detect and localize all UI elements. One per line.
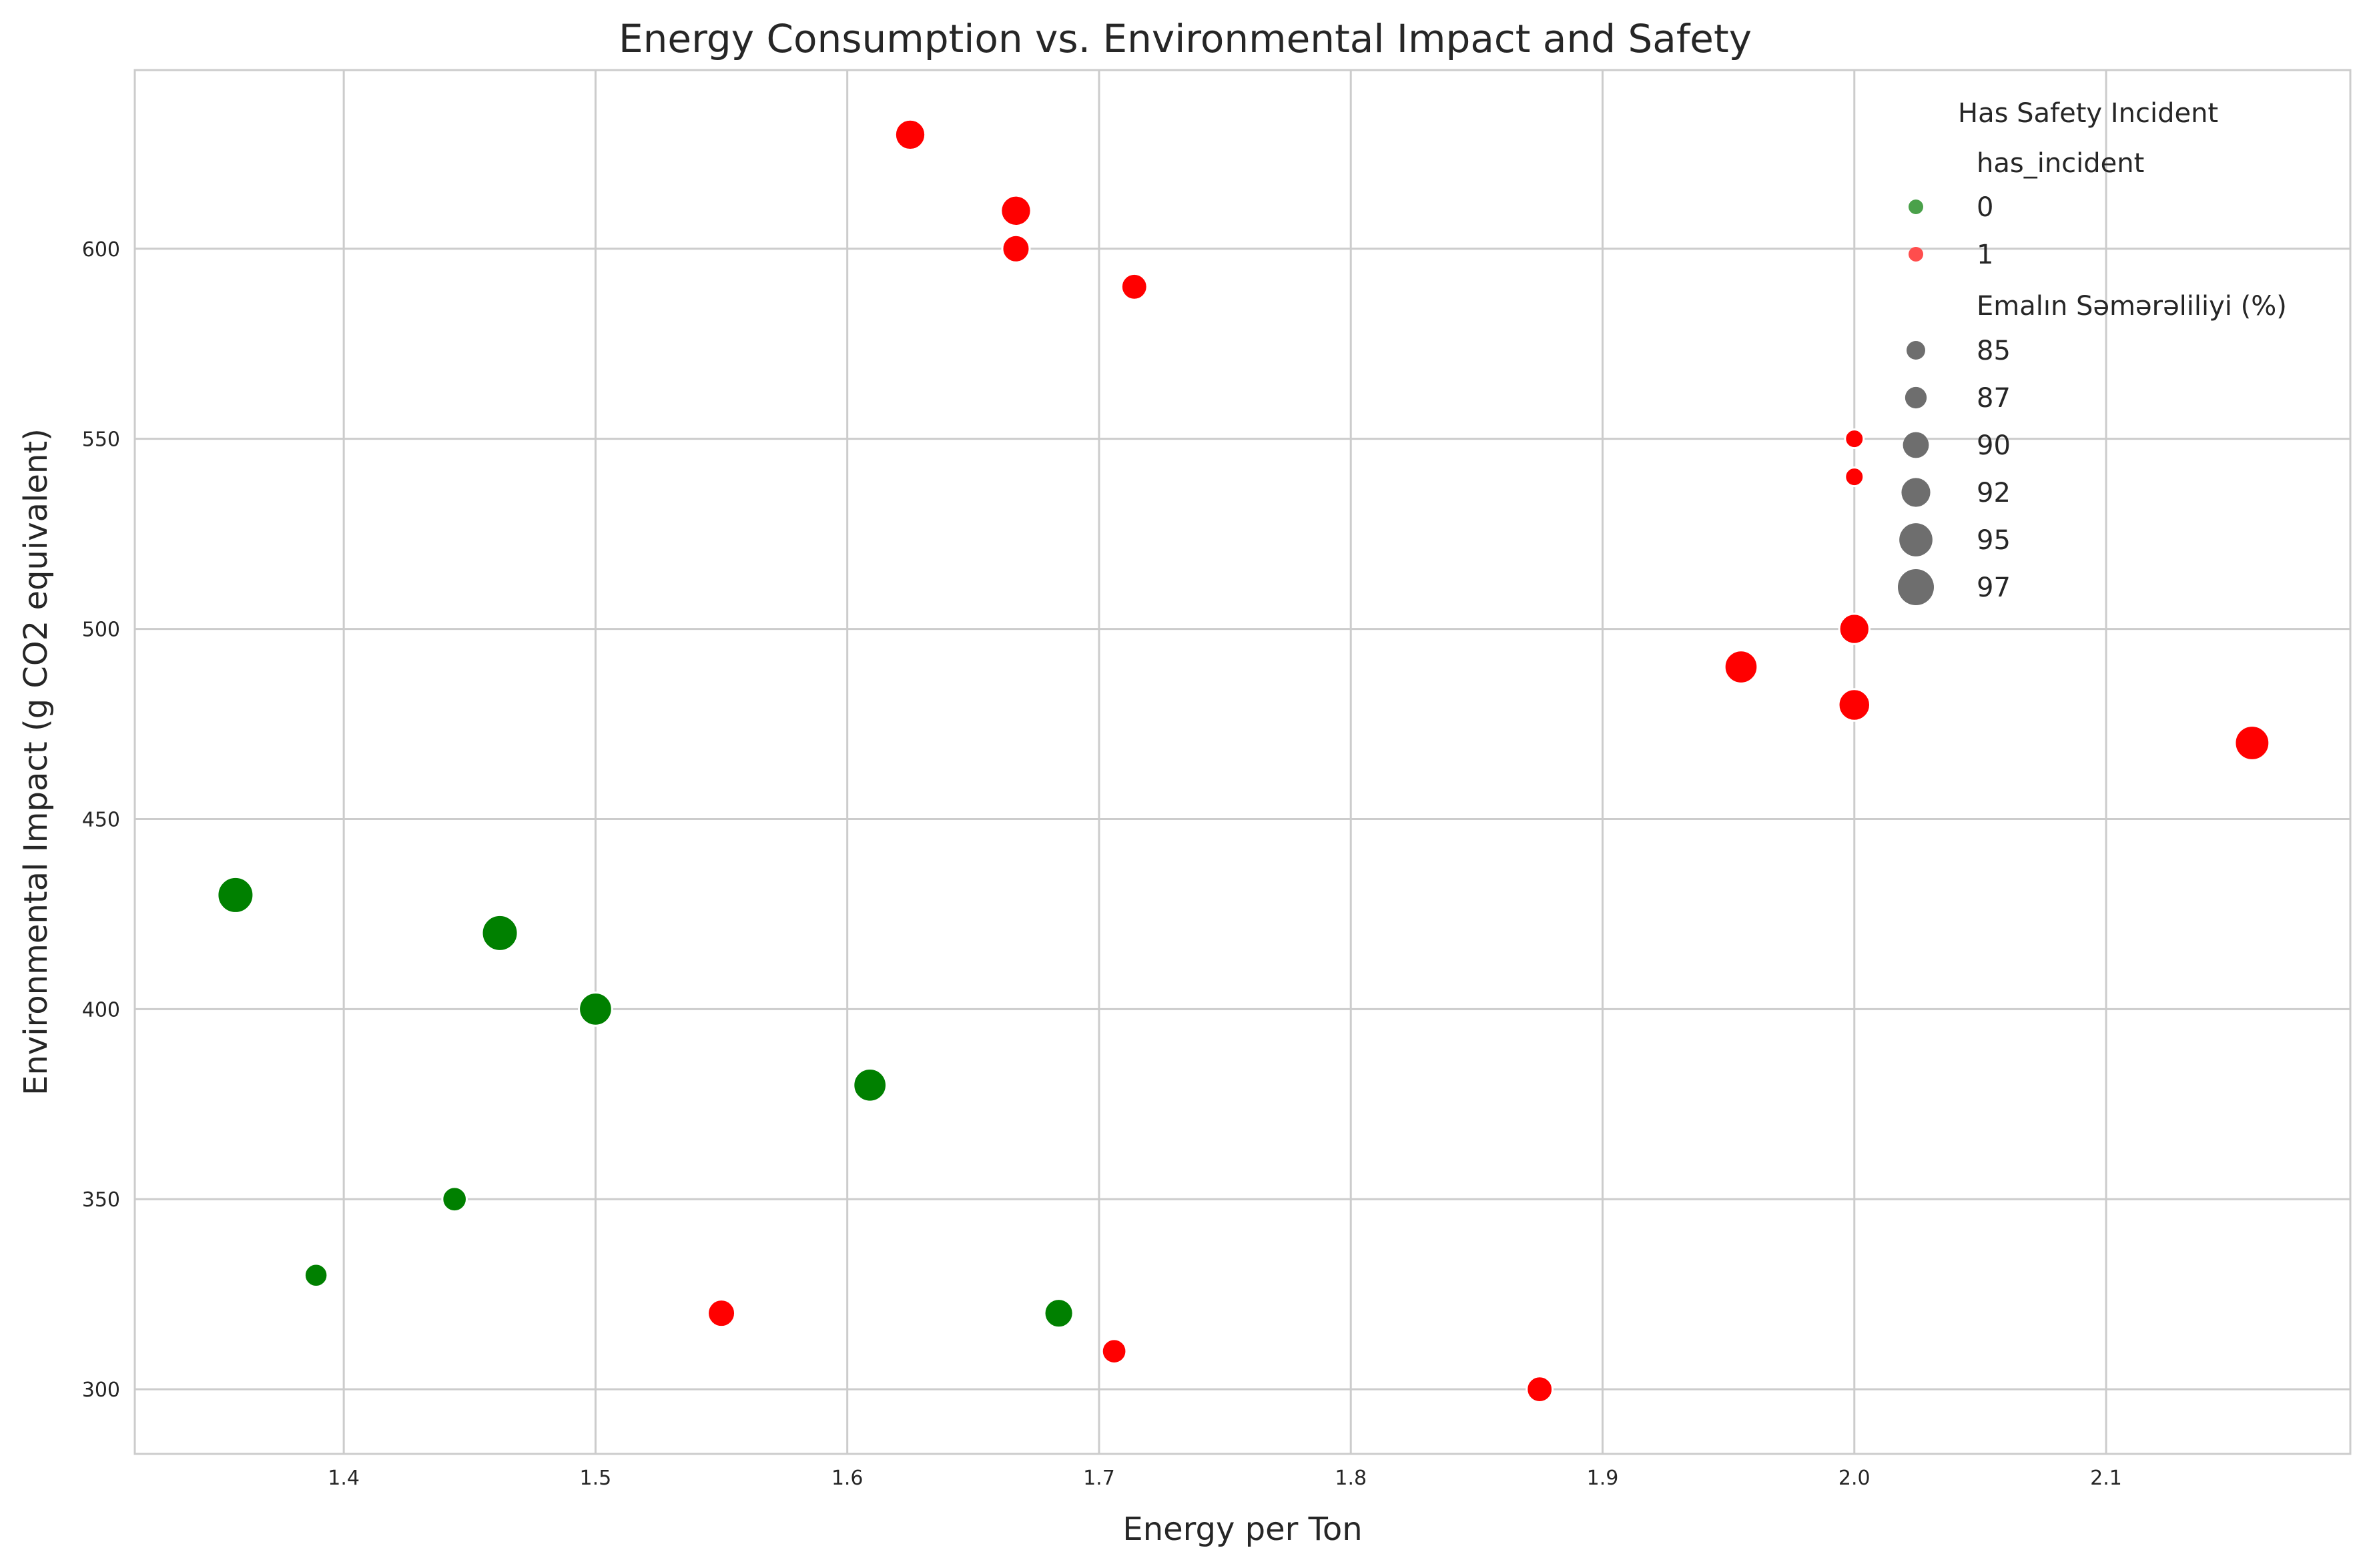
y-tick-label: 600 [82, 238, 120, 262]
data-point [441, 1186, 468, 1213]
y-tick-label: 500 [82, 619, 120, 642]
y-axis-label: Environmental Impact (g CO2 equivalent) [17, 428, 55, 1096]
x-tick-label: 1.6 [831, 1467, 864, 1490]
legend-size-marker [1907, 341, 1925, 360]
legend-size-marker [1901, 478, 1931, 507]
data-point [1844, 428, 1865, 450]
data-point [2234, 725, 2271, 761]
legend-hue-marker [1909, 247, 1923, 262]
legend-size-label: 85 [1977, 336, 2011, 366]
x-axis-label: Energy per Ton [1122, 1511, 1362, 1548]
legend-size-marker [1903, 432, 1929, 458]
legend-size-entries: 85 87 90 92 95 97 [1898, 336, 2011, 605]
legend-hue-label: 0 [1977, 192, 1993, 223]
legend-size-marker [1905, 386, 1927, 409]
data-point [1043, 1298, 1074, 1329]
grid-lines [135, 70, 2350, 1454]
data-point [216, 875, 255, 914]
data-points [216, 118, 2271, 1404]
y-tick-label: 400 [82, 998, 120, 1022]
legend-size-label: 87 [1977, 383, 2011, 414]
legend-size-title: Emalın Səmərəliliyi (%) [1977, 291, 2287, 322]
legend-hue-label: 1 [1977, 240, 1993, 270]
chart-title: Energy Consumption vs. Environmental Imp… [619, 16, 1752, 61]
data-point [1723, 649, 1759, 685]
data-point [1001, 234, 1031, 264]
data-point [1526, 1375, 1554, 1404]
data-point [852, 1067, 888, 1103]
data-point [1100, 1338, 1128, 1364]
legend: Has Safety Incident has_incident 01 Emal… [1898, 98, 2287, 605]
y-axis-ticks: 300 350 400 450 500 550 600 [82, 238, 120, 1402]
x-tick-label: 1.9 [1587, 1467, 1619, 1490]
data-point [1000, 194, 1032, 227]
x-tick-label: 1.8 [1335, 1467, 1367, 1490]
legend-hue-title: has_incident [1977, 148, 2144, 179]
data-point [894, 118, 927, 151]
y-tick-label: 550 [82, 428, 120, 452]
legend-size-label: 95 [1977, 525, 2011, 556]
legend-size-label: 97 [1977, 572, 2011, 603]
data-point [578, 992, 613, 1027]
data-point [707, 1298, 737, 1328]
data-point [1837, 688, 1872, 722]
x-tick-label: 2.0 [1838, 1467, 1871, 1490]
legend-size-marker [1898, 569, 1934, 605]
x-tick-label: 2.1 [2090, 1467, 2122, 1490]
x-tick-label: 1.7 [1083, 1467, 1115, 1490]
data-point [303, 1262, 329, 1288]
x-tick-label: 1.5 [580, 1467, 612, 1490]
legend-hue-entries: 01 [1909, 192, 1993, 270]
data-point [1120, 272, 1148, 301]
x-tick-label: 1.4 [328, 1467, 360, 1490]
legend-title: Has Safety Incident [1958, 98, 2218, 129]
y-tick-label: 350 [82, 1188, 120, 1212]
legend-size-marker [1899, 523, 1933, 556]
legend-size-label: 90 [1977, 430, 2011, 461]
data-point [480, 913, 519, 952]
data-point [1844, 466, 1865, 488]
y-tick-label: 300 [82, 1379, 120, 1402]
data-point [1838, 613, 1871, 645]
y-tick-label: 450 [82, 808, 120, 831]
legend-size-label: 92 [1977, 478, 2011, 508]
legend-hue-marker [1909, 200, 1923, 214]
x-axis-ticks: 1.4 1.5 1.6 1.7 1.8 1.9 2.0 2.1 [328, 1467, 2122, 1490]
plot-frame [133, 69, 2352, 1455]
